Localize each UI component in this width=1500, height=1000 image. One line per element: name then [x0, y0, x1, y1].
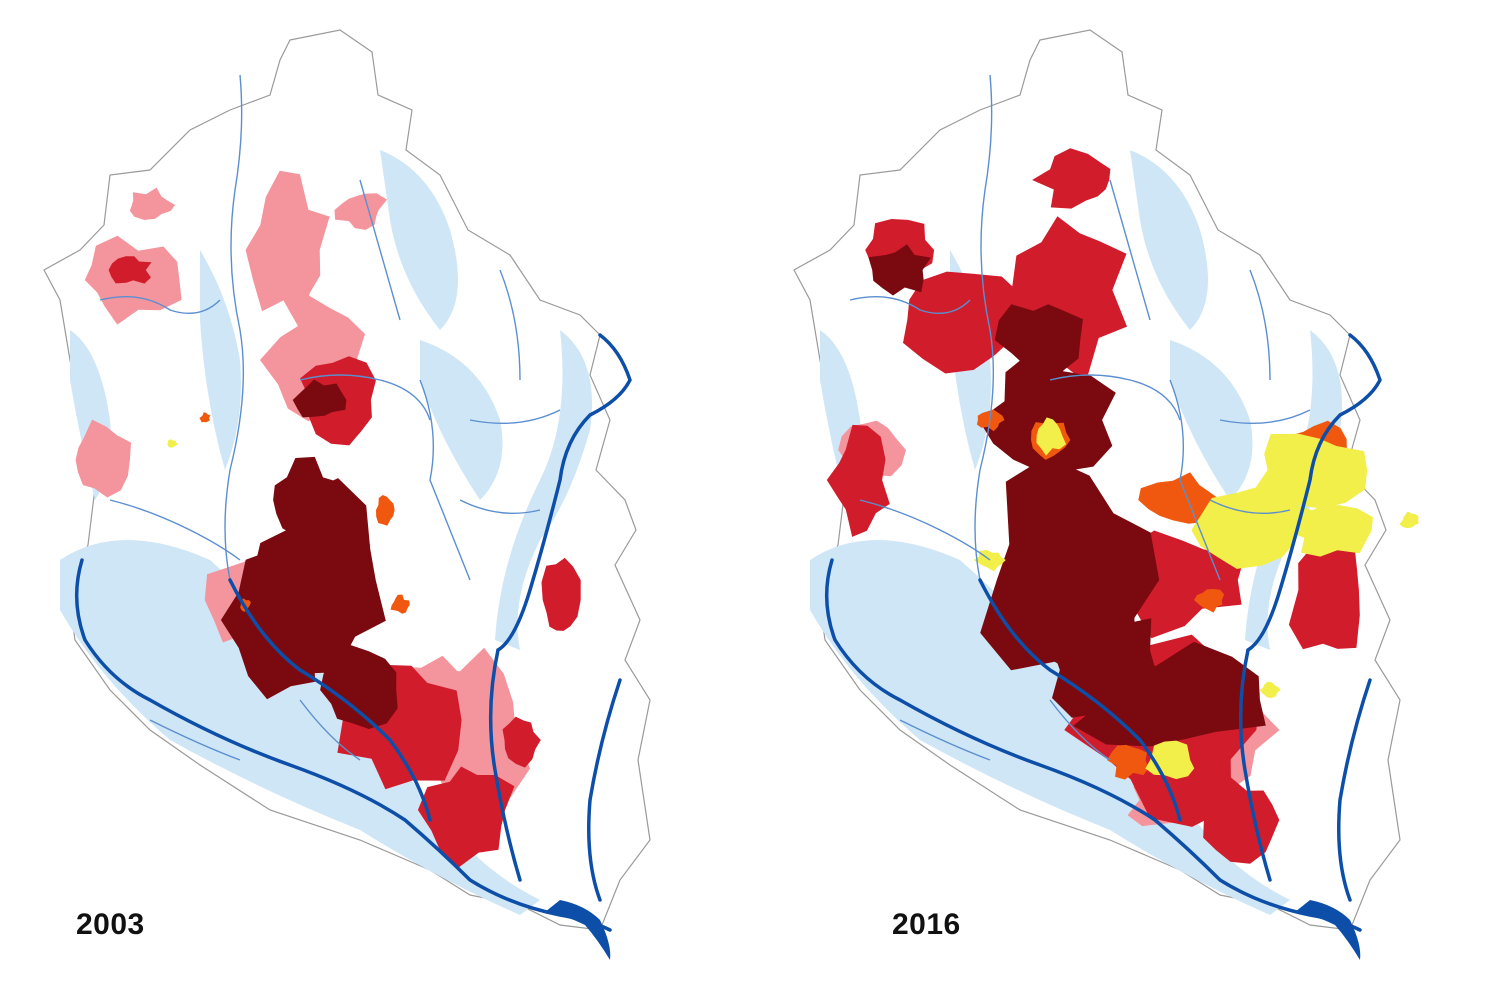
- main-river: [978, 578, 1182, 822]
- floodplain-zone: [60, 540, 540, 915]
- industrial-zone-patch: [199, 412, 211, 423]
- urban-very-high-density-patch: [994, 304, 1083, 385]
- new-development-patch: [1399, 511, 1419, 529]
- urban-very-high-density-patch: [978, 351, 1116, 472]
- new-development-patch: [973, 550, 1006, 572]
- urban-very-high-density-patch: [320, 644, 398, 729]
- urban-low-density-patch: [245, 170, 330, 331]
- minor-river: [1049, 374, 1181, 421]
- minor-river: [849, 295, 971, 314]
- urban-high-density-patch: [541, 557, 581, 631]
- minor-river: [359, 179, 401, 321]
- urban-low-density-patch: [334, 193, 387, 230]
- minor-river: [899, 719, 991, 761]
- minor-river: [109, 499, 241, 561]
- main-river: [1238, 648, 1272, 882]
- urban-very-high-density-patch: [868, 244, 931, 296]
- minor-river: [149, 719, 241, 761]
- minor-river: [224, 74, 245, 581]
- map-2016: [793, 29, 1419, 960]
- industrial-zone-patch: [376, 495, 395, 526]
- new-development-patch: [167, 439, 179, 448]
- river-estuary: [545, 900, 611, 960]
- main-river: [228, 578, 432, 822]
- floodplain-zone: [495, 330, 592, 650]
- main-river: [496, 333, 632, 652]
- urban-high-density-patch: [108, 256, 152, 284]
- minor-river: [859, 499, 991, 561]
- year-label-2003: 2003: [76, 908, 145, 941]
- urban-very-high-density-patch: [273, 456, 341, 537]
- minor-river: [469, 409, 561, 424]
- industrial-zone-patch: [976, 409, 1005, 432]
- map-panel-2003: 2003: [43, 29, 651, 960]
- main-river: [1337, 678, 1372, 902]
- urban-high-density-patch: [502, 716, 541, 768]
- new-development-patch: [1260, 681, 1281, 698]
- river-estuary: [1295, 900, 1361, 960]
- year-label-2016: 2016: [892, 908, 961, 941]
- industrial-zone-patch: [1106, 744, 1149, 780]
- floodplain-zone: [380, 150, 458, 330]
- industrial-zone-patch: [1194, 589, 1225, 613]
- urban-low-density-patch: [129, 187, 176, 220]
- main-river: [488, 648, 522, 882]
- minor-river: [1109, 179, 1151, 321]
- urban-very-high-density-patch: [1049, 618, 1156, 732]
- floodplain-zone: [420, 340, 503, 500]
- map-panel-2016: 2016: [750, 0, 1500, 1000]
- main-river: [587, 678, 622, 902]
- urban-very-high-density-patch: [220, 550, 333, 700]
- minor-river: [499, 269, 521, 381]
- urban-high-density-patch: [1032, 148, 1111, 209]
- urban-high-density-patch: [826, 424, 890, 537]
- new-development-patch: [1036, 417, 1067, 456]
- map-2003: [43, 29, 651, 960]
- minor-river: [459, 499, 541, 514]
- main-river: [74, 558, 612, 932]
- minor-river: [1209, 499, 1291, 514]
- minor-river: [299, 374, 431, 421]
- floodplain-zone: [1170, 340, 1253, 500]
- minor-river: [974, 74, 995, 581]
- new-development-patch: [1282, 505, 1373, 557]
- urban-low-density-patch: [75, 419, 131, 498]
- industrial-zone-patch: [1138, 472, 1221, 524]
- minor-river: [1219, 409, 1311, 424]
- minor-river: [419, 379, 471, 581]
- minor-river: [1249, 269, 1271, 381]
- industrial-zone-patch: [390, 594, 410, 614]
- floodplain-zone: [200, 250, 241, 470]
- minor-river: [299, 699, 361, 761]
- minor-river: [1169, 379, 1221, 581]
- urban-high-density-patch: [417, 766, 515, 868]
- minor-river: [1049, 699, 1111, 761]
- main-river: [824, 558, 1362, 932]
- minor-river: [99, 295, 221, 314]
- urban-very-high-density-patch: [292, 379, 347, 418]
- floodplain-zone: [1130, 150, 1208, 330]
- main-river: [1246, 333, 1382, 652]
